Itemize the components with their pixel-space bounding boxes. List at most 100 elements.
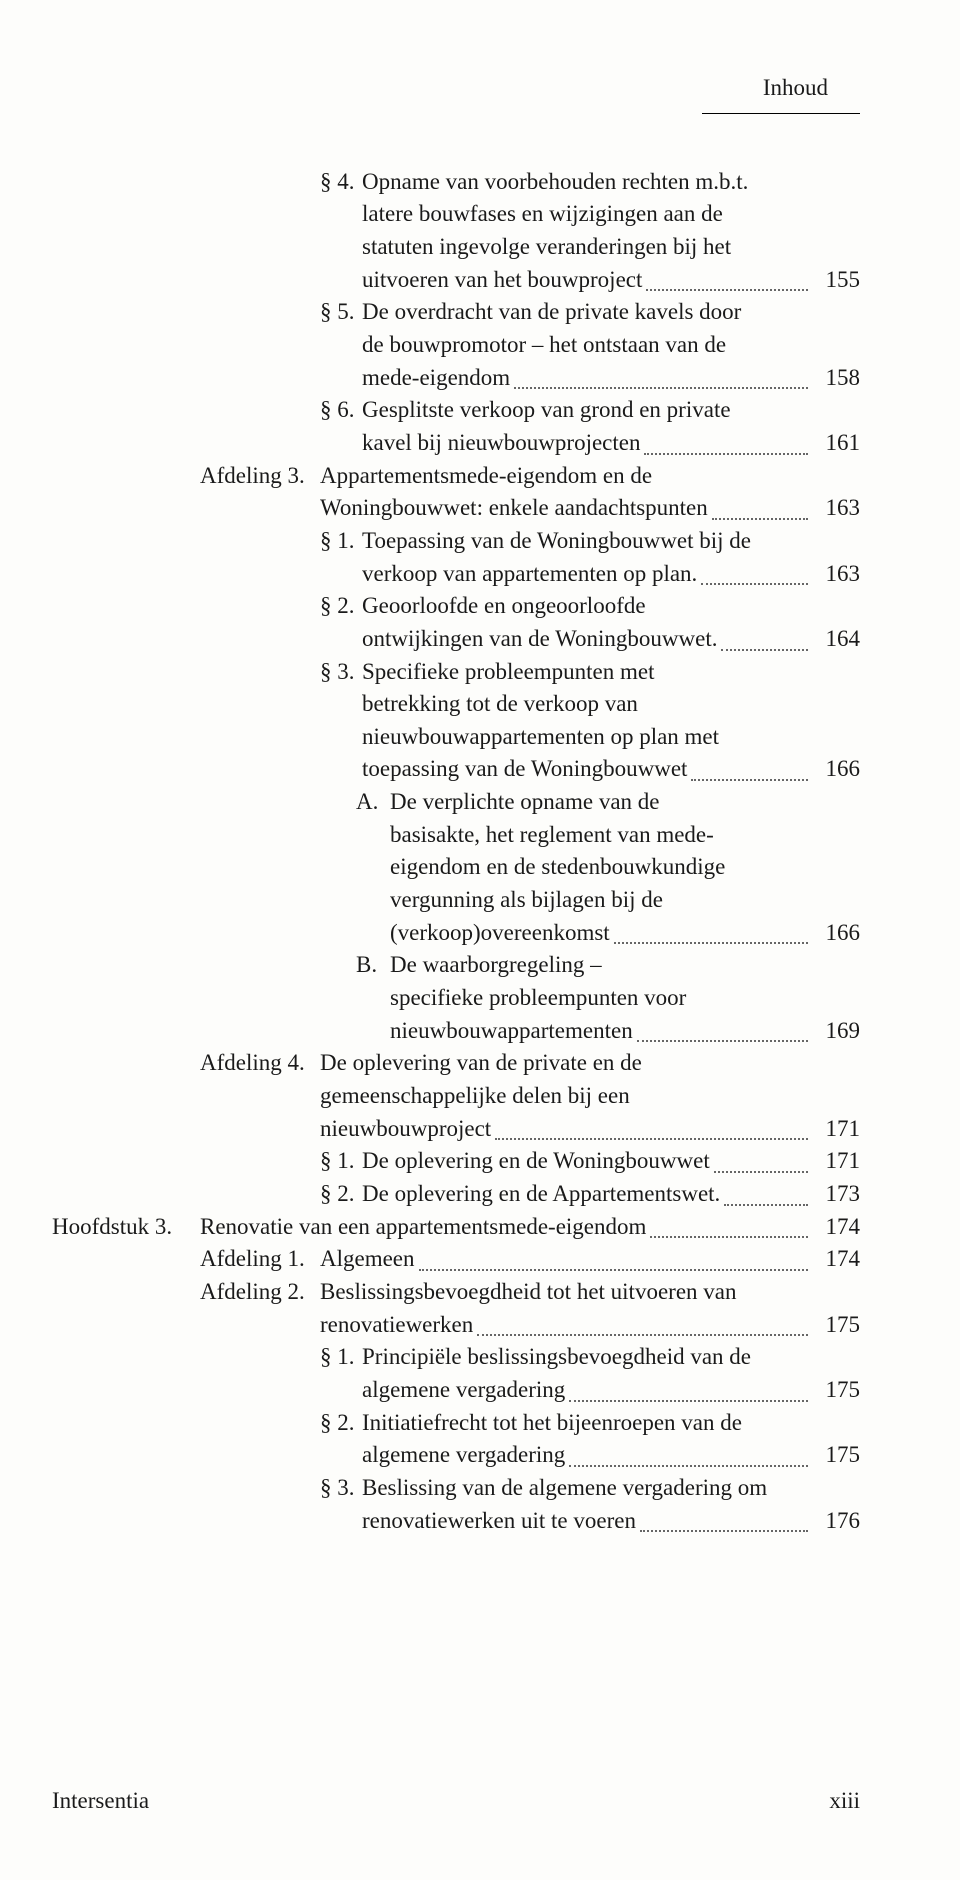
toc-entry-title: verkoop van appartementen op plan. [362, 561, 697, 586]
toc-entry-page: 155 [812, 264, 860, 297]
toc-entry-line: gemeenschappelijke delen bij een [320, 1080, 860, 1113]
toc-entry-title: Algemeen [320, 1246, 415, 1271]
toc-entry-body: De oplevering en de Woningbouwwet 171 [362, 1145, 860, 1178]
toc-entry-line: de bouwpromotor – het ontstaan van de [362, 329, 860, 362]
toc-entry-line: Appartementsmede-eigendom en de [320, 460, 860, 493]
toc-entry-line: Beslissing van de algemene vergadering o… [362, 1472, 860, 1505]
toc-entry-body: Specifieke probleempunten metbetrekking … [362, 656, 860, 787]
toc-entry-line: eigendom en de stedenbouwkundige [390, 851, 860, 884]
toc-entry-number: Afdeling 4. [200, 1047, 320, 1080]
toc-leader-dots [721, 628, 808, 651]
toc-entry: Afdeling 1.Algemeen 174 [200, 1243, 860, 1276]
toc-leader-dots [640, 1509, 808, 1532]
toc-entry-title: kavel bij nieuwbouwprojecten [362, 430, 640, 455]
toc-entry-lastline: algemene vergadering175 [362, 1374, 860, 1407]
toc-entry-title: toepassing van de Woningbouwwet [362, 756, 687, 781]
toc-entry-title: ontwijkingen van de Woningbouwwet. [362, 626, 717, 651]
toc-leader-dots [569, 1379, 808, 1402]
toc-entry-line: Beslissingsbevoegdheid tot het uitvoeren… [320, 1276, 860, 1309]
toc-entry-number: Afdeling 2. [200, 1276, 320, 1309]
toc-leader-dots [724, 1183, 808, 1206]
toc-leader-dots [701, 562, 808, 585]
toc-entry-lastline: Renovatie van een appartementsmede-eigen… [200, 1211, 860, 1244]
toc-entry-number: Afdeling 1. [200, 1243, 320, 1276]
toc-entry: B.De waarborgregeling –specifieke proble… [356, 949, 860, 1047]
toc-entry-lastline: toepassing van de Woningbouwwet 166 [362, 753, 860, 786]
toc-entry-number: B. [356, 949, 390, 982]
toc-entry-page: 174 [812, 1243, 860, 1276]
toc-leader-dots [644, 432, 808, 455]
toc-entry-page: 164 [812, 623, 860, 656]
toc-entry-number: § 1. [320, 525, 362, 558]
toc-entry-line: De waarborgregeling – [390, 949, 860, 982]
toc-entry: § 2.Geoorloofde en ongeoorloofdeontwijki… [320, 590, 860, 655]
toc-entry-line: De overdracht van de private kavels door [362, 296, 860, 329]
toc-entry-body: De verplichte opname van debasisakte, he… [390, 786, 860, 949]
toc-entry-lastline: renovatiewerken uit te voeren176 [362, 1505, 860, 1538]
toc-entry-page: 174 [812, 1211, 860, 1244]
toc-entry: A.De verplichte opname van debasisakte, … [356, 786, 860, 949]
footer-pagenum: xiii [829, 1785, 860, 1818]
toc-entry-lastline: nieuwbouwappartementen169 [390, 1015, 860, 1048]
toc-entry-line: Geoorloofde en ongeoorloofde [362, 590, 860, 623]
toc-entry-page: 163 [812, 558, 860, 591]
toc-entry-title: De oplevering en de Woningbouwwet [362, 1148, 710, 1173]
toc-entry-body: Beslissing van de algemene vergadering o… [362, 1472, 860, 1537]
footer-publisher: Intersentia [52, 1785, 149, 1818]
toc-leader-dots [650, 1215, 808, 1238]
toc-entry-number: A. [356, 786, 390, 819]
toc-leader-dots [495, 1117, 808, 1140]
toc-entry-lastline: De oplevering en de Woningbouwwet 171 [362, 1145, 860, 1178]
toc-entry: § 2.Initiatiefrecht tot het bijeenroepen… [320, 1407, 860, 1472]
toc-entry-page: 171 [812, 1145, 860, 1178]
toc-entry-title: nieuwbouwproject [320, 1116, 491, 1141]
toc-entry-title: renovatiewerken [320, 1312, 473, 1337]
toc-entry-number: § 1. [320, 1341, 362, 1374]
toc-entry-title: nieuwbouwappartementen [390, 1018, 633, 1043]
toc-entry-number: § 3. [320, 656, 362, 689]
toc-entry-lastline: (verkoop)overeenkomst166 [390, 917, 860, 950]
toc-leader-dots [714, 1150, 808, 1173]
toc-entry-page: 175 [812, 1439, 860, 1472]
toc-leader-dots [712, 497, 808, 520]
toc-entry: § 5.De overdracht van de private kavels … [320, 296, 860, 394]
toc-entry-line: De oplevering van de private en de [320, 1047, 860, 1080]
toc-entry-number: Hoofdstuk 3. [52, 1211, 200, 1244]
toc-entry: § 4.Opname van voorbehouden rechten m.b.… [320, 166, 860, 297]
toc-leader-dots [514, 366, 808, 389]
toc-entry-number: § 2. [320, 1178, 362, 1211]
toc-entry-number: § 2. [320, 1407, 362, 1440]
toc-entry-line: vergunning als bijlagen bij de [390, 884, 860, 917]
toc-leader-dots [569, 1444, 808, 1467]
toc-entry-body: Appartementsmede-eigendom en deWoningbou… [320, 460, 860, 525]
toc-entry-page: 166 [812, 753, 860, 786]
toc-entry-body: De waarborgregeling –specifieke probleem… [390, 949, 860, 1047]
toc-entry-number: § 5. [320, 296, 362, 329]
toc-entry-lastline: verkoop van appartementen op plan. 163 [362, 558, 860, 591]
toc-entry-lastline: renovatiewerken175 [320, 1309, 860, 1342]
toc-entry-body: De oplevering en de Appartementswet.173 [362, 1178, 860, 1211]
toc-entry-lastline: nieuwbouwproject171 [320, 1113, 860, 1146]
header-label: Inhoud [763, 75, 828, 100]
toc-entry-page: 176 [812, 1505, 860, 1538]
toc-entry-body: Algemeen 174 [320, 1243, 860, 1276]
toc-entry-body: De oplevering van de private en degemeen… [320, 1047, 860, 1145]
toc-entry-body: Renovatie van een appartementsmede-eigen… [200, 1211, 860, 1244]
toc-entry-line: Toepassing van de Woningbouwwet bij de [362, 525, 860, 558]
header-rule [702, 113, 860, 114]
toc-entry-line: betrekking tot de verkoop van [362, 688, 860, 721]
toc-entry-number: § 6. [320, 394, 362, 427]
toc-leader-dots [691, 758, 808, 781]
toc-leader-dots [646, 268, 808, 291]
toc-entry-line: statuten ingevolge veranderingen bij het [362, 231, 860, 264]
toc-entry: § 1.Toepassing van de Woningbouwwet bij … [320, 525, 860, 590]
toc-entry: § 3.Specifieke probleempunten metbetrekk… [320, 656, 860, 787]
toc-entry: § 1.Principiële beslissingsbevoegdheid v… [320, 1341, 860, 1406]
toc-entry-title: mede-eigendom [362, 365, 510, 390]
toc-entry-lastline: uitvoeren van het bouwproject155 [362, 264, 860, 297]
toc-entry-lastline: kavel bij nieuwbouwprojecten161 [362, 427, 860, 460]
toc-leader-dots [637, 1019, 808, 1042]
toc-entry-lastline: Woningbouwwet: enkele aandachtspunten163 [320, 492, 860, 525]
toc-entry-number: Afdeling 3. [200, 460, 320, 493]
toc-entry-line: basisakte, het reglement van mede- [390, 819, 860, 852]
